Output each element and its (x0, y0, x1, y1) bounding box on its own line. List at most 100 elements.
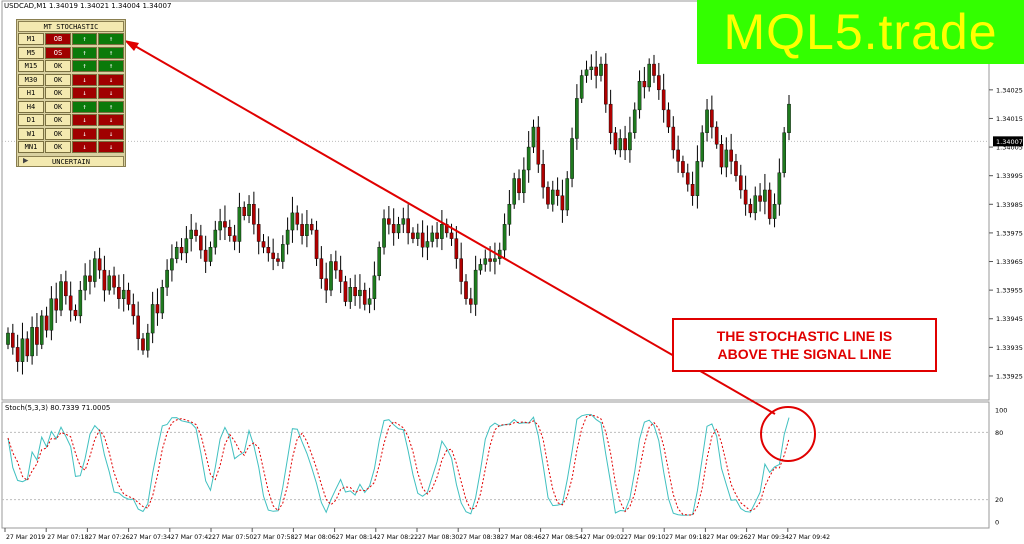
candle-bull (705, 109, 709, 133)
candle-bull (92, 258, 97, 282)
candle-bear (44, 315, 49, 331)
candle-bear (464, 281, 468, 299)
candle-series (6, 50, 791, 375)
panel-row-d1: D1 OK ↓ ↓ (18, 114, 124, 126)
candle-bear (387, 218, 391, 225)
arrow-up-icon: ↑ (98, 60, 124, 72)
candle-bull (782, 132, 786, 174)
candle-bear (469, 298, 473, 305)
candle-bull (78, 289, 83, 317)
stochastic-pane (1, 401, 990, 529)
timeframe-label: MN1 (18, 141, 44, 153)
candle-bull (401, 218, 406, 225)
candle-bull (382, 218, 386, 248)
candle-bull (763, 189, 767, 202)
timeframe-label: H4 (18, 100, 44, 113)
stochastic-series (2, 414, 989, 516)
state-badge: OK (45, 100, 71, 113)
candle-bear (541, 164, 545, 188)
candle-bear (117, 287, 121, 299)
candle-bear (136, 315, 140, 339)
panel-title: MT STOCHASTIC (18, 21, 124, 32)
candle-bear (546, 186, 550, 205)
stoch-main-line (7, 414, 790, 516)
time-axis: 27 Mar 2019 27 Mar 07:18 27 Mar 07:26 27 Ma… (4, 528, 830, 541)
stochastic-label: Stoch(5,3,3) 80.7339 71.0005 (5, 404, 110, 412)
candle-bear (391, 224, 396, 234)
candle-bull (6, 332, 10, 345)
candle-bull (526, 146, 531, 171)
candle-bear (623, 138, 627, 151)
candle-bear (266, 247, 271, 254)
time-tick-label: 27 Mar 2019 (6, 534, 45, 541)
price-tick-label: 1.33945 (996, 315, 1023, 323)
candle-bear (748, 204, 753, 214)
candle-bear (738, 175, 743, 191)
candle-bull (647, 63, 651, 88)
time-tick-label: 27 Mar 08:30 (418, 534, 459, 541)
annotation-callout: THE STOCHASTIC LINE IS ABOVE THE SIGNAL … (672, 318, 937, 372)
candle-bull (218, 221, 222, 231)
candle-bear (666, 109, 671, 128)
arrow-down-icon: ↓ (98, 87, 124, 99)
state-badge: OS (45, 46, 71, 59)
candle-bull (170, 258, 174, 271)
candle-bull (415, 232, 420, 239)
candle-bear (734, 161, 738, 176)
candle-bear (314, 229, 319, 259)
candle-bull (49, 298, 54, 331)
candle-bull (150, 304, 155, 334)
price-tick-label: 1.34005 (996, 144, 1023, 152)
candle-bear (242, 206, 247, 216)
candle-bear (488, 258, 492, 262)
candle-bull (507, 204, 512, 225)
price-tick-label: 1.33995 (996, 172, 1023, 180)
price-tick-label: 1.33955 (996, 287, 1023, 295)
arrow-down-icon: ↓ (72, 127, 97, 140)
candle-bull (570, 138, 574, 179)
price-tick-label: 1.33975 (996, 229, 1023, 237)
price-tick-label: 1.33935 (996, 344, 1023, 352)
timeframe-label: M15 (18, 60, 44, 72)
candle-bear (252, 204, 256, 225)
candle-bull (146, 332, 150, 351)
timeframe-label: M30 (18, 73, 44, 86)
price-tick-label: 1.33965 (996, 258, 1023, 266)
candle-bear (743, 189, 748, 205)
candle-bear (449, 232, 454, 239)
candle-bear (194, 229, 198, 236)
candle-bear (203, 249, 208, 262)
candle-bear (25, 338, 30, 357)
mt-stochastic-panel[interactable]: MT STOCHASTIC M1 OB ↑ ↑ M5 OS ↑ ↑ M15 OK ↑ ↑ M30 OK ↓ ↓… (16, 19, 126, 167)
candle-bear (155, 304, 160, 314)
candle-bull (512, 178, 517, 205)
time-tick-label: 27 Mar 08:14 (336, 534, 377, 541)
candle-bear (126, 289, 131, 305)
candle-bull (367, 298, 372, 305)
current-price-badge (993, 136, 1023, 147)
arrow-up-icon: ↑ (98, 33, 124, 45)
candle-bear (608, 103, 613, 133)
candle-bull (724, 149, 729, 168)
stoch-tick-label: 20 (995, 496, 1003, 504)
candle-bear (324, 278, 328, 291)
candle-bull (522, 169, 526, 194)
candle-bear (223, 221, 227, 228)
brand-banner: MQL5.trade (697, 0, 1024, 64)
candle-bear (112, 275, 116, 288)
panel-row-h1: H1 OK ↓ ↓ (18, 87, 124, 99)
candle-bear (309, 224, 314, 231)
candle-bull (329, 261, 333, 291)
candle-bear (68, 295, 73, 311)
candle-bull (753, 195, 758, 214)
candle-bull (305, 224, 309, 236)
state-badge: OK (45, 87, 71, 99)
time-tick-label: 27 Mar 09:42 (789, 534, 830, 541)
time-tick-label: 27 Mar 09:34 (748, 534, 789, 541)
candle-bear (594, 66, 598, 76)
candle-bear (64, 281, 68, 297)
candle-bear (261, 241, 266, 248)
state-badge: OK (45, 127, 71, 140)
candle-bull (165, 269, 169, 288)
